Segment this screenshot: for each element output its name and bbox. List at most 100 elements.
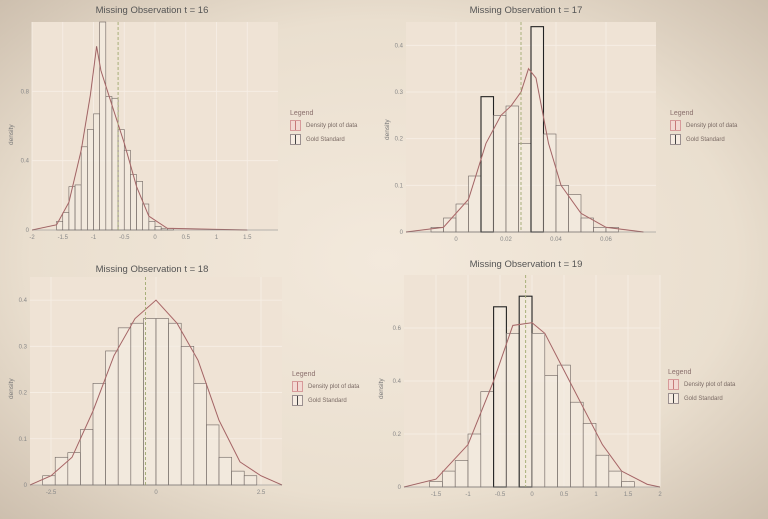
y-tick-label: 0.4 (393, 379, 402, 385)
histogram-bar (193, 383, 207, 486)
legend-label: Density plot of data (308, 383, 360, 390)
density-curve-outline (29, 299, 283, 486)
histogram-bar (218, 456, 232, 486)
x-tick-label: 0.04 (550, 237, 562, 243)
y-tick-label: 0.4 (19, 298, 28, 304)
density-curve-outline (403, 322, 661, 488)
legend-title: Legend (290, 110, 314, 117)
histogram-bar (105, 96, 113, 231)
legend-item: Density plot of data (290, 120, 357, 131)
panel-t17: Missing Observation t = 17 density 0 0.02… (384, 0, 768, 259)
y-tick-label: 0.4 (395, 43, 404, 49)
histogram-bar (80, 146, 88, 231)
legend-key-density (292, 381, 303, 392)
x-tick-label: -2 (29, 235, 35, 241)
y-tick-label: 0.2 (19, 391, 28, 397)
histogram-bar (74, 184, 82, 231)
histogram-bar (442, 470, 456, 488)
y-tick-label: 0 (24, 483, 28, 489)
legend: Legend Density plot of data Gold Standar… (290, 110, 357, 148)
legend-item: Density plot of data (292, 381, 359, 392)
histogram-bar (593, 227, 607, 233)
x-tick-label: 0 (153, 235, 157, 241)
legend-item: Gold Standard (292, 395, 359, 406)
histogram-bar (206, 424, 220, 486)
histogram-bar (92, 383, 106, 486)
x-tick-label: 0 (154, 490, 158, 496)
histogram-bar (530, 26, 545, 233)
histogram-bar (62, 212, 70, 231)
x-tick-label: 1.5 (624, 492, 633, 498)
x-tick-label: 0.06 (600, 237, 612, 243)
histogram-bar (67, 452, 81, 486)
histogram-bar (595, 454, 610, 488)
legend-key-gold (292, 395, 303, 406)
panel-title: Missing Observation t = 19 (469, 259, 583, 270)
x-tick-label: 1.5 (243, 235, 252, 241)
histogram-bar (480, 391, 494, 488)
legend-label: Density plot of data (306, 122, 358, 129)
histogram-bar (455, 203, 469, 233)
histogram-bar (467, 433, 482, 488)
histogram-bar (454, 460, 469, 488)
density-curve-outline (405, 68, 644, 233)
legend: Legend Density plot of data Gold Standar… (292, 371, 359, 409)
panel-title: Missing Observation t = 16 (95, 5, 209, 16)
histogram-bar (117, 129, 125, 231)
x-tick-label: 0.5 (560, 492, 569, 498)
legend: Legend Density plot of data Gold Standar… (668, 369, 735, 407)
legend-title: Legend (292, 371, 316, 378)
histogram-bar (148, 221, 156, 231)
density-curve-outline (31, 46, 248, 231)
panel-t19: Missing Observation t = 19 density -1.5-… (378, 259, 768, 519)
legend-label: Density plot of data (686, 122, 738, 129)
plot-area: 0 0.02 0.04 0.06 0 0.1 0.2 0.3 0.4 (395, 22, 656, 243)
histogram-bar (243, 475, 258, 486)
x-tick-label: 0 (530, 492, 534, 498)
x-tick-label: 1 (594, 492, 598, 498)
histogram-bar (557, 364, 571, 488)
y-tick-label: 0.3 (19, 344, 28, 350)
legend-key-density (290, 120, 301, 131)
histogram-bar (582, 423, 597, 488)
legend-item: Density plot of data (668, 379, 735, 390)
legend-item: Gold Standard (670, 134, 737, 145)
histogram-bar (117, 327, 132, 486)
y-tick-label: 0.3 (395, 90, 404, 96)
histogram-bar (544, 375, 558, 488)
legend-label: Gold Standard (684, 395, 723, 402)
legend-item: Density plot of data (670, 120, 737, 131)
y-tick-label: 0 (398, 485, 402, 491)
legend-key-density (670, 120, 681, 131)
x-tick-label: -1.5 (431, 492, 442, 498)
legend-key-gold (290, 134, 301, 145)
histogram-bar (493, 306, 507, 488)
histogram-bar (93, 113, 100, 231)
histogram-bar (531, 333, 546, 488)
histogram-bar (87, 129, 94, 231)
x-tick-label: 0.02 (500, 237, 512, 243)
y-tick-label: 0.2 (395, 137, 404, 143)
histogram-bar (568, 194, 582, 233)
histogram-bar (105, 350, 119, 486)
plot-area: -1.5 -1 -0.5 0 0.5 1 1.5 2 0 0.2 0.4 0.6 (393, 275, 662, 498)
legend-key-gold (670, 134, 681, 145)
histogram-bar (130, 322, 144, 486)
x-tick-label: 0.5 (182, 235, 191, 241)
panel-t18: Missing Observation t = 18 density -2.5 0… (0, 259, 384, 519)
histogram-bar (68, 186, 76, 231)
legend-item: Gold Standard (668, 393, 735, 404)
histogram-bar (493, 115, 507, 233)
histogram-bar (480, 96, 495, 233)
x-tick-label: 0 (454, 237, 458, 243)
y-tick-label: 0.6 (393, 326, 402, 332)
histogram-bar (468, 175, 482, 233)
histogram-bar (80, 429, 94, 486)
histogram-bar (621, 481, 635, 488)
histogram-bar (231, 470, 245, 486)
histogram-bar (506, 333, 520, 488)
histogram-bar (111, 97, 119, 231)
histogram-bar (180, 346, 195, 486)
legend-key-density (668, 379, 679, 390)
x-tick-label: 2.5 (257, 490, 266, 496)
